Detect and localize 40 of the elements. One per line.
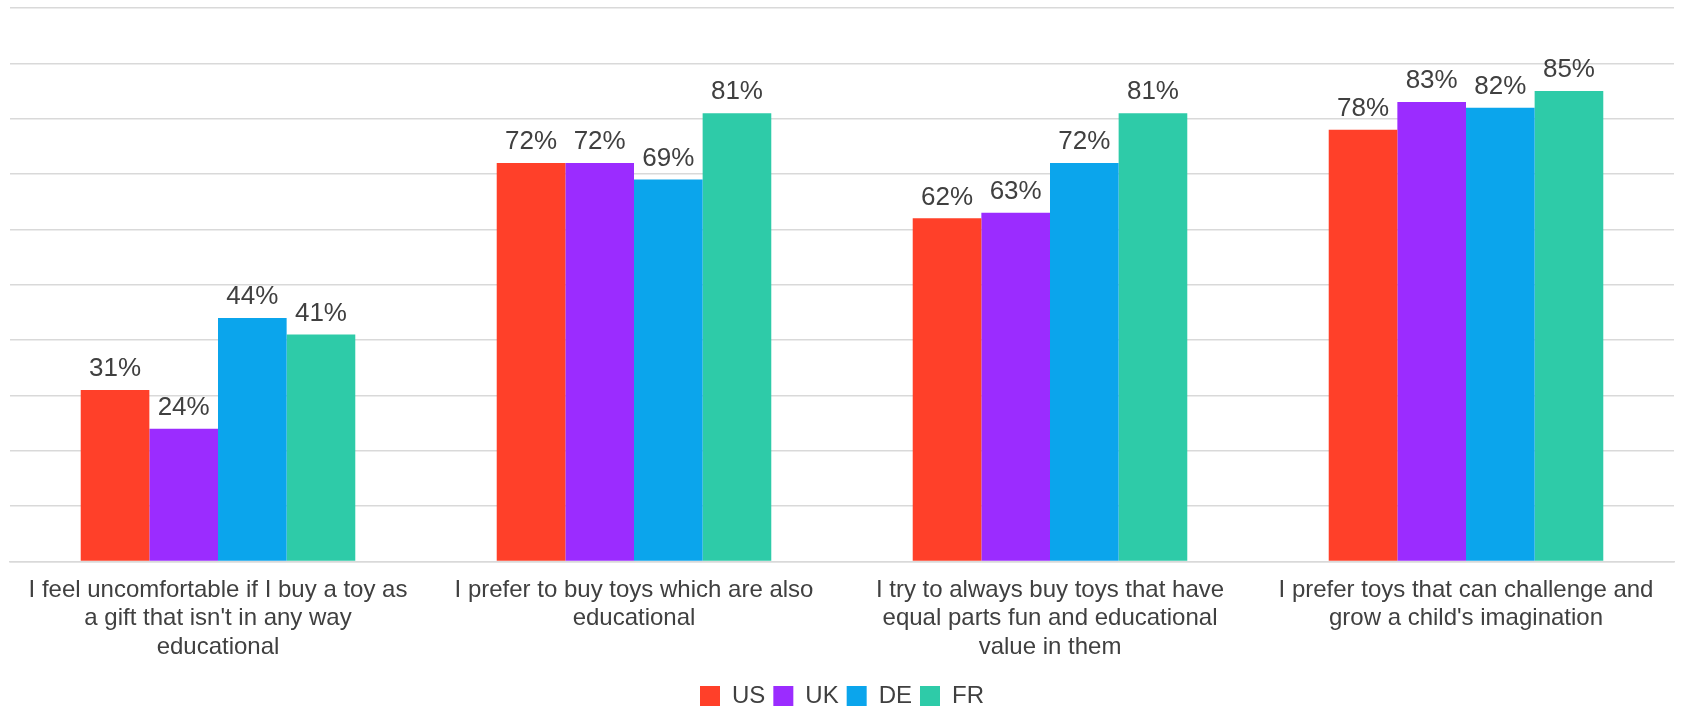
data-label: 81% [710, 75, 763, 106]
bar [149, 428, 218, 561]
data-label: 83% [1405, 64, 1458, 95]
bar [634, 179, 703, 561]
data-label: 72% [505, 125, 558, 156]
bar [286, 334, 356, 561]
bar [80, 389, 150, 561]
bar [1118, 113, 1188, 561]
data-label: 78% [1337, 91, 1390, 122]
data-label: 63% [989, 175, 1042, 205]
bar [565, 163, 634, 561]
bar [1534, 91, 1604, 561]
data-label: 81% [1126, 75, 1179, 106]
x-tick-label: I prefer toys that can challenge and grow a child's imagination [1278, 574, 1654, 631]
data-label: 72% [573, 125, 626, 156]
bar [702, 113, 772, 561]
bar [1328, 129, 1398, 561]
data-label: 31% [89, 352, 142, 383]
bar [912, 218, 982, 561]
bar [981, 212, 1050, 561]
data-label: 72% [1058, 125, 1111, 156]
x-tick-label: I try to always buy toys that have equal parts fun and educational value in them [875, 574, 1225, 660]
data-label: 44% [226, 280, 279, 311]
legend-label: FR [952, 680, 985, 708]
x-tick-label: I prefer to buy toys which are also educational [454, 574, 814, 631]
data-label: 62% [921, 180, 974, 211]
bar [496, 163, 566, 561]
data-label: 82% [1474, 69, 1527, 100]
data-label: 24% [157, 390, 210, 421]
data-label: 69% [642, 141, 695, 172]
legend-label: DE [878, 680, 913, 708]
bar [1397, 102, 1466, 561]
legend-label: US [731, 680, 766, 708]
bar [218, 318, 287, 561]
legend-label: UK [805, 680, 839, 708]
data-label: 41% [294, 296, 347, 327]
bar [1050, 163, 1119, 561]
data-label: 85% [1542, 53, 1595, 84]
bar [1466, 107, 1535, 561]
x-tick-label: I feel uncomfortable if I buy a toy as a gift that isn't in any way educational [28, 574, 408, 660]
